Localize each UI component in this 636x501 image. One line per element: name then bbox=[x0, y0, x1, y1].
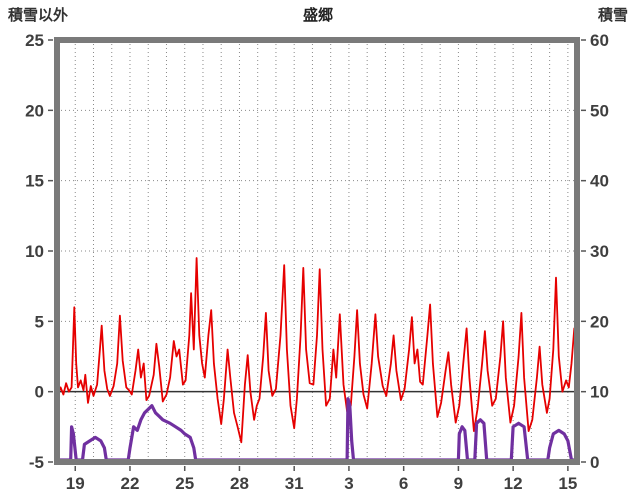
left-axis-tick-label: 10 bbox=[25, 242, 44, 261]
x-axis-tick-label: 3 bbox=[344, 474, 353, 493]
x-axis-tick-label: 22 bbox=[121, 474, 140, 493]
chart-title: 盛郷 bbox=[302, 7, 333, 24]
temperature-line bbox=[56, 257, 578, 444]
right-axis-tick-label: 40 bbox=[590, 172, 609, 191]
x-axis-tick-label: 12 bbox=[504, 474, 523, 493]
left-axis-tick-label: 25 bbox=[25, 31, 44, 50]
x-axis-tick-label: 28 bbox=[230, 474, 249, 493]
right-axis-tick-label: 0 bbox=[590, 453, 599, 472]
x-axis-tick-label: 19 bbox=[66, 474, 85, 493]
right-axis-tick-label: 20 bbox=[590, 312, 609, 331]
left-axis-title: 積雪以外 bbox=[8, 7, 69, 24]
right-axis-tick-label: 50 bbox=[590, 101, 609, 120]
right-axis-tick-label: 10 bbox=[590, 383, 609, 402]
x-axis-tick-label: 9 bbox=[454, 474, 463, 493]
gridlines bbox=[56, 40, 577, 462]
right-axis-tick-label: 60 bbox=[590, 31, 609, 50]
left-axis-tick-label: 5 bbox=[35, 312, 44, 331]
left-axis-tick-label: 0 bbox=[35, 383, 44, 402]
right-axis-title: 積雪 bbox=[597, 7, 628, 24]
plot-frame bbox=[54, 37, 580, 465]
x-axis-tick-label: 25 bbox=[175, 474, 194, 493]
left-axis-tick-label: 15 bbox=[25, 172, 44, 191]
left-axis-tick-label: 20 bbox=[25, 101, 44, 120]
x-axis-tick-label: 31 bbox=[285, 474, 304, 493]
right-axis-tick-label: 30 bbox=[590, 242, 609, 261]
snow-depth-line bbox=[55, 397, 579, 462]
x-axis-tick-label: 6 bbox=[399, 474, 408, 493]
left-axis-tick-label: -5 bbox=[29, 453, 44, 472]
x-axis-tick-label: 15 bbox=[558, 474, 577, 493]
